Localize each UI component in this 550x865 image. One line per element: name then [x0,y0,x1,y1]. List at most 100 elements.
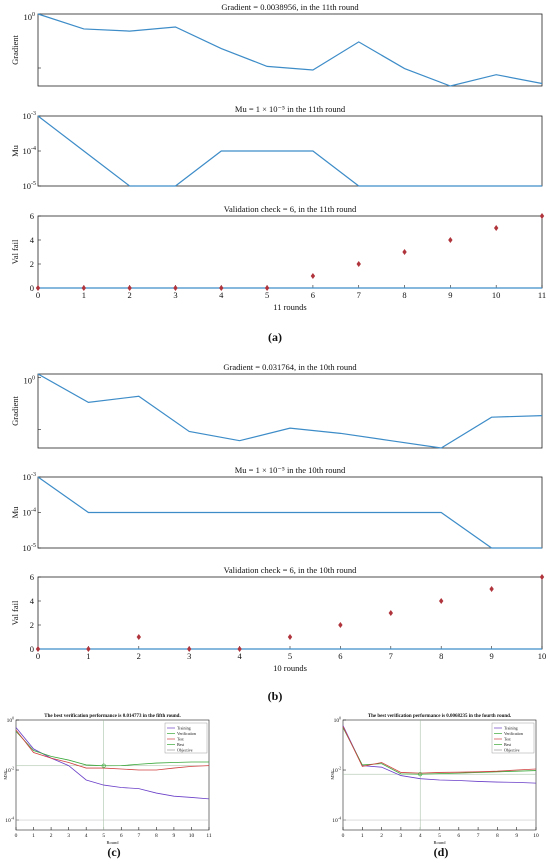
val-fail-point-5-8 [439,598,444,604]
x-tick-label-2-4: 4 [219,290,224,300]
y-tick-label-5-2: 4 [30,596,35,606]
y-axis-label-2: Val fail [10,239,20,264]
y-tick-label-2-0: 0 [30,283,34,293]
x-tick-label-7-4: 4 [419,833,422,839]
series-line-0 [37,13,543,87]
x-tick-label-5-10: 10 [538,651,547,661]
val-fail-point-2-8 [402,249,407,255]
val-fail-point-5-7 [388,610,393,616]
y-tick-label-4-2: 10-5 [23,543,36,553]
y-tick-label-7-1: 10-2 [332,767,341,774]
x-tick-label-5-0: 0 [36,651,40,661]
best-marker-7 [418,772,423,777]
x-axis-label-2: 11 rounds [273,302,306,312]
plot-frame-3 [37,373,543,449]
val-fail-point-2-10 [493,225,499,231]
x-axis-label-7: Round [433,840,446,845]
y-axis-label-6: MSE [3,770,8,780]
x-tick-label-7-10: 10 [533,833,539,839]
x-tick-label-2-3: 3 [173,290,177,300]
x-tick-label-5-5: 5 [288,651,292,661]
x-axis-label-5: 10 rounds [273,663,307,673]
legend-label-6-2: Test [177,737,184,742]
y-axis-label-4: Mu [10,506,20,519]
y-tick-label-1-2: 10-5 [23,181,36,191]
val-fail-point-2-7 [356,261,361,267]
y-tick-label-7-2: 10-4 [332,817,341,824]
x-tick-label-5-8: 8 [439,651,443,661]
y-tick-label-5-3: 6 [30,572,34,582]
x-tick-label-6-6: 6 [120,833,123,839]
x-tick-label-6-4: 4 [85,833,88,839]
x-tick-label-2-9: 9 [448,290,452,300]
x-tick-label-7-3: 3 [400,833,403,839]
best-marker-6 [101,763,106,768]
plots-layer: Gradient = 0.0038956, in the 11th round G… [3,2,546,845]
caption-d: (d) [434,845,449,859]
plot-frame-0 [37,13,543,87]
val-fail-point-5-0 [35,646,41,652]
y-tick-label-5-1: 2 [30,620,34,630]
val-fail-point-5-6 [338,622,343,628]
legend-label-7-2: Test [504,737,511,742]
val-fail-point-5-1 [86,646,91,652]
val-fail-point-5-5 [287,634,293,640]
plot-title-6: The best verification performance is 0.0… [44,714,181,719]
series-line-6-0 [15,727,210,800]
legend-label-7-4: Objective [504,748,520,753]
x-tick-label-5-7: 7 [389,651,393,661]
x-tick-label-6-3: 3 [67,833,70,839]
caption-a: (a) [268,330,282,344]
x-tick-label-5-1: 1 [86,651,90,661]
x-tick-label-6-1: 1 [32,833,35,839]
y-tick-label-6-1: 10-2 [5,767,14,774]
x-tick-label-7-0: 0 [342,833,345,839]
y-tick-label-4-0: 10-3 [23,472,36,482]
x-tick-label-6-2: 2 [50,833,53,839]
y-axis-label-5: Val fail [10,600,20,625]
x-tick-label-7-2: 2 [380,833,383,839]
legend-label-6-0: Training [177,726,191,731]
x-tick-label-5-2: 2 [137,651,141,661]
plot-title-7: The best verification performance is 0.0… [368,714,512,719]
x-tick-label-5-9: 9 [489,651,493,661]
x-tick-label-6-8: 8 [155,833,158,839]
val-fail-point-5-3 [187,646,192,652]
val-fail-point-5-4 [237,646,242,652]
x-tick-label-7-8: 8 [496,833,499,839]
series-line-3 [37,373,543,449]
plot-title-1: Mu = 1 × 10⁻⁵ in the 11th round [235,104,346,114]
legend-label-6-3: Best [177,742,185,747]
series-line-4 [37,476,542,549]
legend-label-6-1: Verification [177,731,196,736]
plot-frame-2 [37,215,543,289]
y-axis-label-3: Gradient [10,395,20,425]
y-axis-label-7: MSE [330,770,335,780]
val-fail-point-2-9 [448,237,453,243]
val-fail-point-2-11 [539,213,545,219]
val-fail-point-2-0 [35,285,41,291]
plot-title-4: Mu = 1 × 10⁻⁵ in the 10th round [235,465,346,475]
val-fail-point-2-3 [173,285,178,291]
y-tick-label-7-0: 100 [334,717,342,724]
x-tick-label-6-0: 0 [15,833,18,839]
x-tick-label-2-8: 8 [402,290,406,300]
x-tick-label-2-5: 5 [265,290,269,300]
x-tick-label-2-1: 1 [82,290,86,300]
legend-label-6-4: Objective [177,748,193,753]
x-tick-label-6-9: 9 [173,833,176,839]
series-line-7-0 [342,725,537,784]
x-tick-label-7-9: 9 [515,833,518,839]
val-fail-point-5-9 [489,586,494,592]
x-tick-label-2-0: 0 [36,290,40,300]
x-tick-label-6-7: 7 [137,833,140,839]
x-tick-label-7-6: 6 [457,833,460,839]
y-tick-label-2-1: 2 [30,259,34,269]
x-tick-label-6-11: 11 [206,833,212,839]
y-tick-label-6-0: 100 [7,717,15,724]
caption-b: (b) [268,689,283,703]
x-tick-label-2-2: 2 [128,290,132,300]
caption-c: (c) [107,845,120,859]
x-axis-label-6: Round [106,840,119,845]
